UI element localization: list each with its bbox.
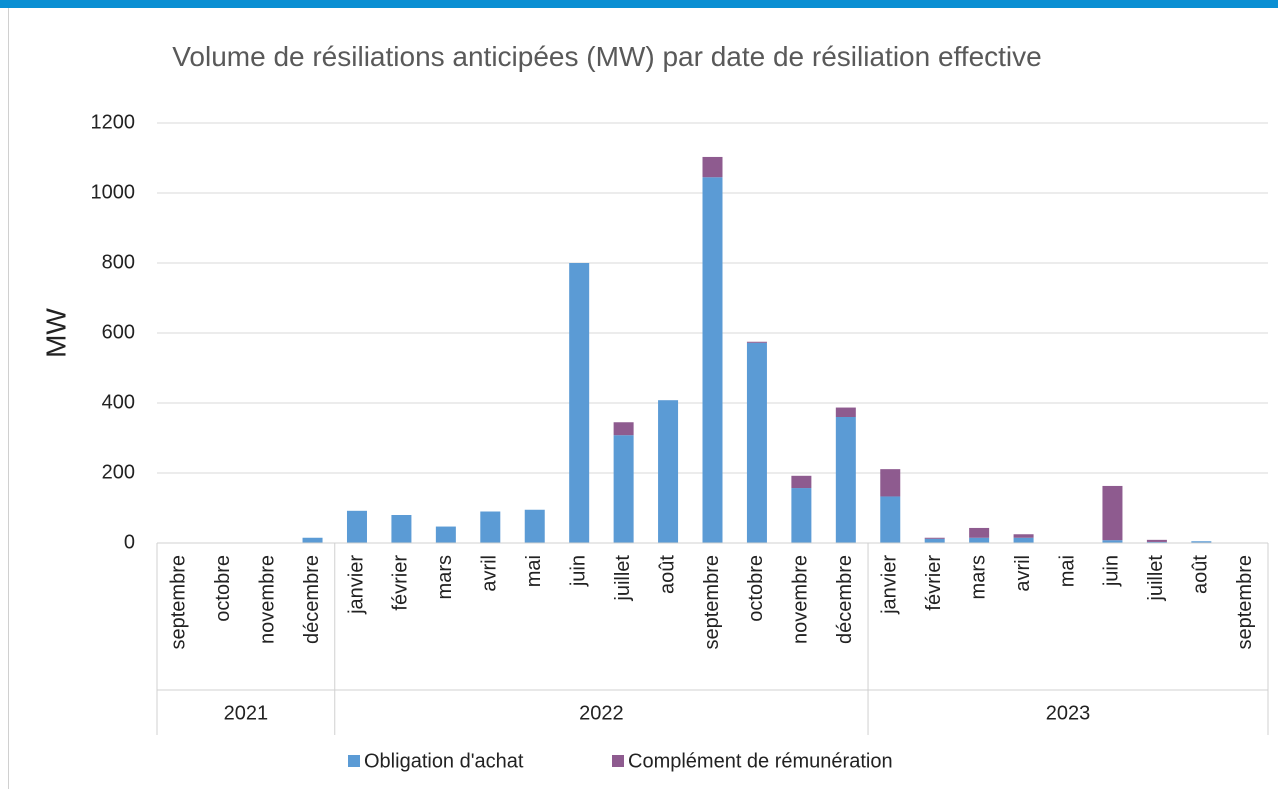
y-tick-label: 0 — [124, 531, 135, 553]
x-tick-label: août — [656, 555, 678, 594]
x-tick-label: juin — [1101, 555, 1123, 587]
bar — [702, 177, 723, 543]
bar — [880, 496, 901, 543]
bar — [835, 407, 856, 417]
bar — [880, 469, 901, 497]
x-tick-label: octobre — [745, 555, 767, 622]
y-tick-label: 1200 — [91, 111, 136, 133]
x-tick-label: octobre — [212, 555, 234, 622]
bar — [835, 417, 856, 543]
bar — [969, 537, 990, 543]
group-label: 2022 — [579, 702, 624, 724]
bar — [302, 537, 323, 543]
x-tick-label: novembre — [790, 555, 812, 644]
bar — [613, 422, 634, 436]
chart-frame — [8, 8, 1278, 789]
y-tick-label: 800 — [102, 251, 135, 273]
x-tick-label: août — [1190, 555, 1212, 594]
legend-swatch — [348, 755, 360, 767]
y-axis-label: MW — [40, 308, 71, 358]
x-tick-label: janvier — [345, 555, 367, 615]
y-tick-label: 1000 — [91, 181, 136, 203]
bar — [746, 342, 767, 543]
bar — [658, 400, 679, 543]
bar — [1191, 541, 1212, 543]
x-tick-label: septembre — [701, 555, 723, 650]
x-tick-label: juillet — [1145, 555, 1167, 602]
legend-label: Complément de rémunération — [628, 750, 893, 772]
x-tick-label: décembre — [834, 555, 856, 644]
x-tick-label: septembre — [1234, 555, 1256, 650]
x-tick-label: novembre — [256, 555, 278, 644]
x-tick-label: septembre — [168, 555, 190, 650]
bar — [346, 510, 367, 543]
x-tick-label: avril — [1012, 555, 1034, 592]
bar — [791, 475, 812, 489]
bar — [1013, 537, 1034, 543]
bar — [702, 156, 723, 178]
x-tick-label: mars — [434, 555, 456, 599]
bar — [1013, 534, 1034, 538]
bar — [391, 515, 412, 543]
bar — [1102, 485, 1123, 541]
bar — [969, 527, 990, 538]
x-tick-label: mars — [967, 555, 989, 599]
group-label: 2023 — [1046, 702, 1091, 724]
bar — [746, 341, 767, 343]
x-tick-label: février — [390, 555, 412, 611]
x-tick-label: décembre — [301, 555, 323, 644]
bar — [1146, 541, 1167, 543]
x-tick-label: juin — [567, 555, 589, 587]
x-tick-label: février — [923, 555, 945, 611]
x-tick-label: mai — [523, 555, 545, 587]
y-tick-label: 600 — [102, 321, 135, 343]
bar — [480, 511, 501, 543]
x-tick-label: mai — [1056, 555, 1078, 587]
bar — [613, 435, 634, 543]
x-tick-label: janvier — [879, 555, 901, 615]
bar — [791, 488, 812, 543]
bar — [1102, 540, 1123, 543]
bar — [924, 538, 945, 543]
bar — [524, 509, 545, 543]
y-tick-label: 400 — [102, 391, 135, 413]
x-tick-label: juillet — [612, 555, 634, 602]
chart-title: Volume de résiliations anticipées (MW) p… — [172, 41, 1042, 72]
bar — [435, 526, 456, 543]
group-label: 2021 — [224, 702, 269, 724]
legend-swatch — [612, 755, 624, 767]
x-tick-label: avril — [479, 555, 501, 592]
y-tick-label: 200 — [102, 461, 135, 483]
legend-label: Obligation d'achat — [364, 750, 524, 772]
bar — [1146, 539, 1167, 542]
bar — [569, 263, 590, 543]
header-bar — [0, 0, 1278, 8]
bar — [924, 537, 945, 539]
